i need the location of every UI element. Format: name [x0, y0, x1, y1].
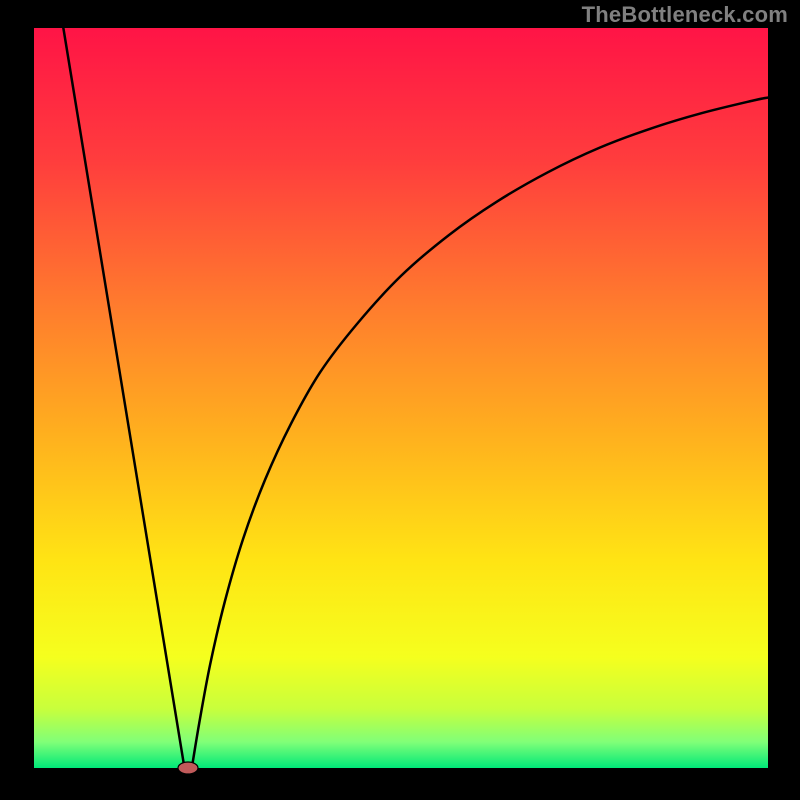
curve-right	[192, 98, 768, 768]
watermark-label: TheBottleneck.com	[582, 2, 788, 28]
min-marker	[176, 760, 200, 776]
min-marker-ellipse	[178, 762, 198, 774]
plot-svg	[34, 28, 768, 768]
chart-frame: TheBottleneck.com	[0, 0, 800, 800]
plot-area	[34, 28, 768, 768]
curve-left	[63, 28, 184, 768]
